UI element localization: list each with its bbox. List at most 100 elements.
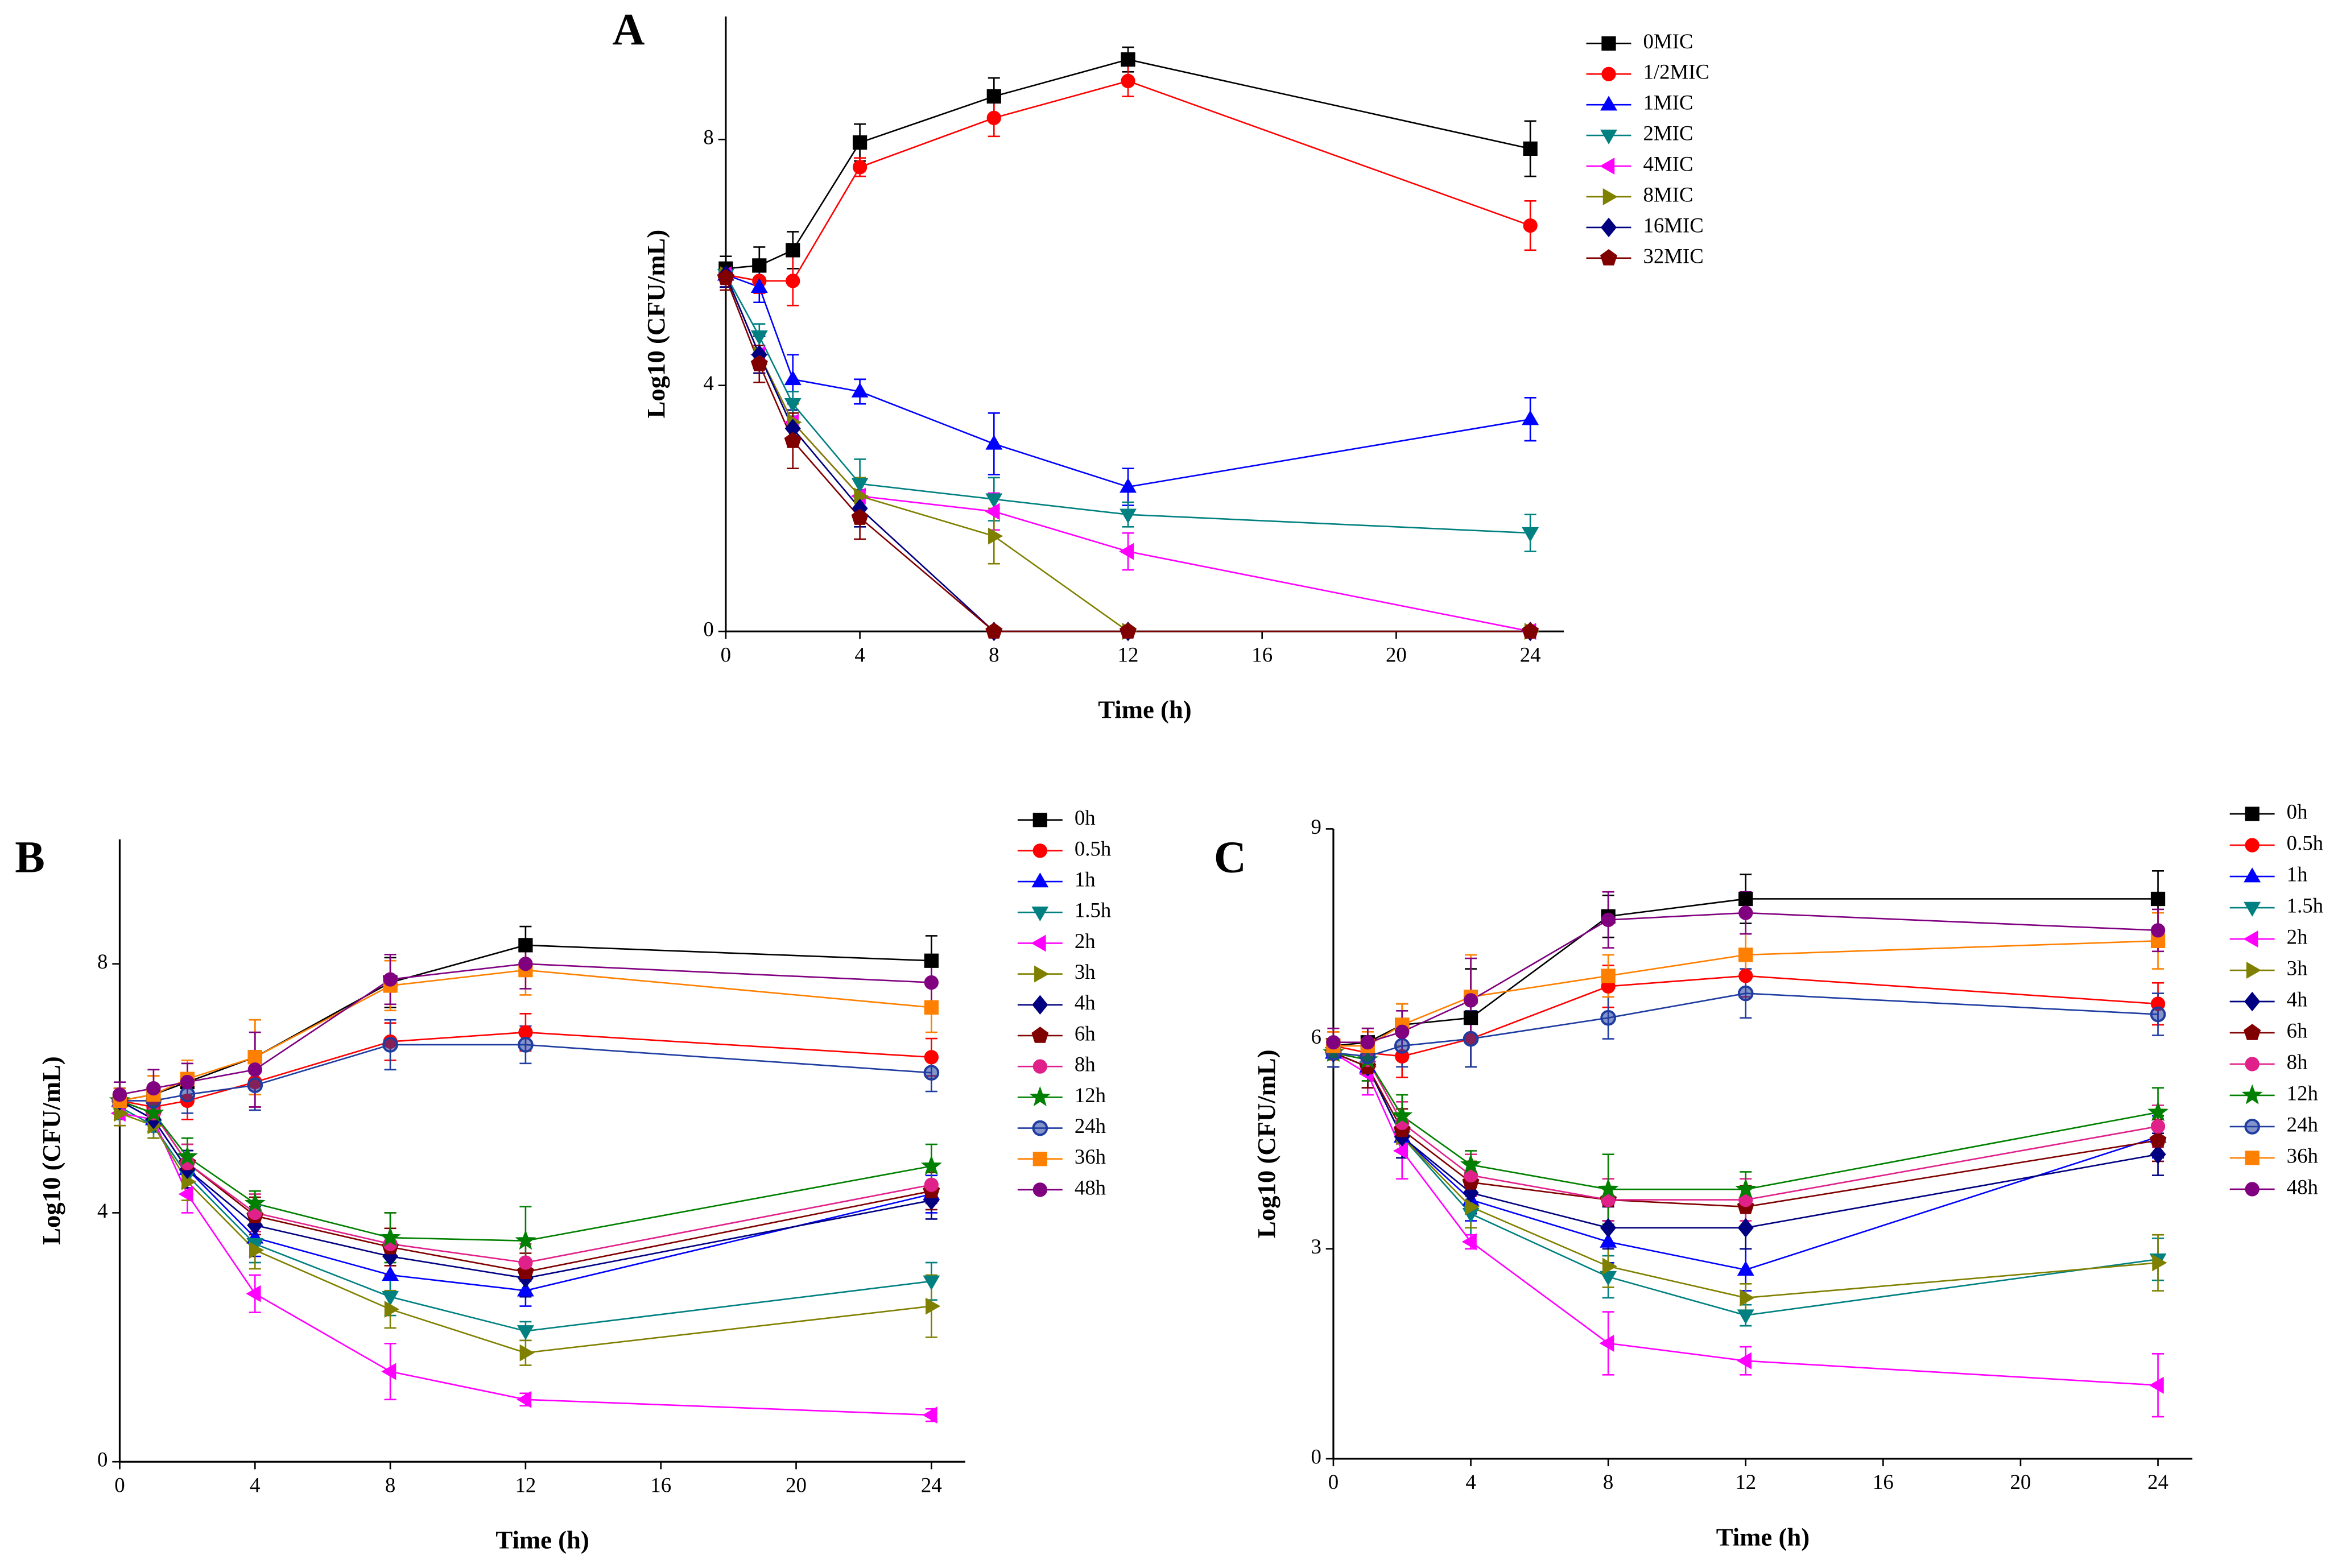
marker — [1522, 622, 1539, 639]
marker — [717, 268, 734, 286]
marker — [1119, 543, 1134, 560]
marker — [985, 622, 1003, 639]
y-axis-title: Log10 (CFU/mL) — [37, 1056, 65, 1245]
marker — [1737, 1309, 1754, 1325]
x-axis-title: Time (h) — [1716, 1523, 1810, 1551]
legend-marker — [1602, 188, 1618, 205]
legend-marker — [1031, 1027, 1049, 1043]
marker — [1465, 1198, 1480, 1215]
marker — [922, 1406, 937, 1424]
marker — [924, 953, 939, 968]
marker — [786, 274, 800, 288]
x-tick-label: 24 — [2147, 1470, 2168, 1493]
marker — [1738, 905, 1753, 920]
marker — [517, 1281, 534, 1297]
x-tick-label: 12 — [515, 1473, 536, 1496]
marker — [181, 1173, 197, 1190]
marker — [2150, 891, 2166, 907]
y-tick-label: 8 — [97, 950, 108, 973]
legend-marker — [1031, 872, 1049, 888]
x-tick-label: 24 — [1520, 643, 1541, 666]
marker — [784, 398, 802, 413]
legend-marker — [1600, 217, 1617, 238]
legend-label: 1h — [2287, 863, 2308, 886]
legend-label: 24h — [1075, 1114, 1106, 1137]
x-tick-label: 8 — [385, 1473, 395, 1496]
marker — [247, 1062, 262, 1077]
marker — [1737, 985, 1754, 1002]
marker — [851, 478, 869, 493]
marker — [515, 1230, 536, 1250]
series-line — [725, 278, 1531, 632]
x-axis-title: Time (h) — [1098, 695, 1191, 723]
marker — [854, 487, 869, 505]
marker — [1395, 1024, 1410, 1039]
legend-label: 1.5h — [1075, 899, 1111, 922]
marker — [1737, 1218, 1754, 1238]
marker — [517, 1391, 532, 1408]
marker — [519, 1344, 535, 1362]
marker — [112, 1087, 127, 1102]
marker — [2150, 923, 2166, 938]
marker — [518, 1037, 534, 1053]
y-axis-title: Log10 (CFU/mL) — [642, 230, 670, 419]
marker — [2150, 1119, 2166, 1133]
marker — [1360, 1035, 1375, 1050]
legend-marker — [1032, 995, 1048, 1015]
panel-label: A — [612, 6, 645, 55]
series-line — [725, 274, 1531, 488]
marker — [986, 110, 1001, 125]
marker — [382, 1037, 398, 1053]
marker — [851, 508, 869, 525]
marker — [246, 1285, 261, 1302]
legend-label: 4MIC — [1643, 152, 1693, 175]
x-tick-label: 20 — [786, 1473, 807, 1496]
legend-label: 24h — [2287, 1112, 2318, 1136]
marker — [146, 1081, 161, 1096]
series-line — [725, 274, 1531, 632]
y-tick-label: 8 — [703, 126, 713, 149]
legend-label: 0h — [2287, 800, 2308, 824]
marker — [1326, 1035, 1341, 1050]
series-line — [725, 80, 1531, 282]
legend-marker — [2246, 962, 2261, 979]
legend-label: 48h — [1075, 1176, 1106, 1199]
legend-label: 32MIC — [1643, 244, 1703, 267]
marker — [1738, 891, 1753, 907]
marker — [920, 1155, 942, 1176]
legend-marker — [1032, 1182, 1047, 1197]
marker — [1738, 948, 1753, 962]
legend-marker — [1031, 934, 1046, 952]
marker — [1738, 969, 1753, 983]
legend-marker — [1600, 249, 1617, 266]
legend-label: 8MIC — [1643, 183, 1693, 206]
legend-label: 36h — [2287, 1144, 2318, 1167]
marker — [2150, 1006, 2166, 1023]
legend-label: 0.5h — [2287, 831, 2323, 855]
x-tick-label: 0 — [114, 1473, 125, 1496]
legend-label: 6h — [1075, 1021, 1096, 1045]
x-tick-label: 8 — [1603, 1470, 1613, 1493]
x-tick-label: 20 — [1386, 643, 1407, 666]
legend-marker — [2244, 1119, 2260, 1135]
x-tick-label: 12 — [1735, 1470, 1756, 1493]
marker — [985, 503, 1000, 520]
legend-label: 6h — [2287, 1019, 2308, 1042]
marker — [1740, 1289, 1755, 1306]
x-tick-label: 8 — [989, 643, 999, 666]
marker — [517, 1325, 534, 1341]
legend-marker — [1601, 67, 1616, 81]
marker — [1120, 478, 1137, 493]
marker — [1463, 1011, 1478, 1025]
legend-label: 2h — [1075, 929, 1096, 953]
marker — [1523, 141, 1538, 156]
marker — [379, 1226, 401, 1247]
marker — [924, 1050, 939, 1065]
y-tick-label: 6 — [1311, 1025, 1321, 1048]
x-tick-label: 12 — [1118, 643, 1139, 666]
marker — [985, 435, 1003, 450]
x-tick-label: 0 — [721, 643, 731, 666]
marker — [750, 278, 768, 293]
